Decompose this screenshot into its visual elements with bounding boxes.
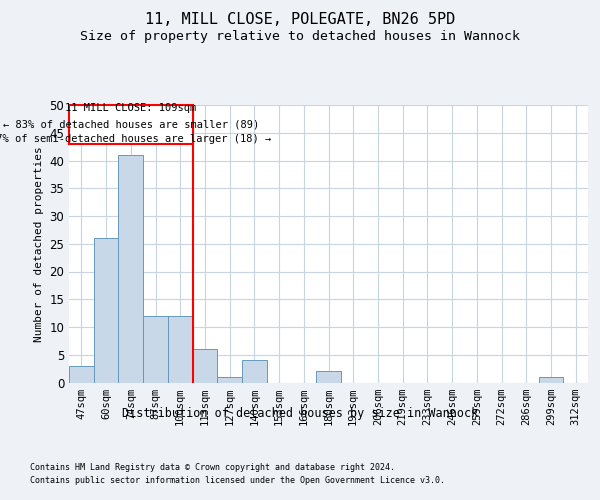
Bar — [539, 377, 563, 382]
Bar — [168, 316, 193, 382]
Bar — [143, 316, 168, 382]
Text: 17% of semi-detached houses are larger (18) →: 17% of semi-detached houses are larger (… — [0, 134, 271, 143]
FancyBboxPatch shape — [69, 105, 193, 144]
Bar — [94, 238, 118, 382]
Text: Contains HM Land Registry data © Crown copyright and database right 2024.: Contains HM Land Registry data © Crown c… — [30, 462, 395, 471]
Text: Distribution of detached houses by size in Wannock: Distribution of detached houses by size … — [122, 408, 478, 420]
Y-axis label: Number of detached properties: Number of detached properties — [34, 146, 44, 342]
Text: 11, MILL CLOSE, POLEGATE, BN26 5PD: 11, MILL CLOSE, POLEGATE, BN26 5PD — [145, 12, 455, 28]
Bar — [69, 366, 94, 382]
Bar — [242, 360, 267, 382]
Text: Size of property relative to detached houses in Wannock: Size of property relative to detached ho… — [80, 30, 520, 43]
Text: ← 83% of detached houses are smaller (89): ← 83% of detached houses are smaller (89… — [2, 120, 259, 130]
Bar — [193, 349, 217, 382]
Bar — [316, 372, 341, 382]
Text: Contains public sector information licensed under the Open Government Licence v3: Contains public sector information licen… — [30, 476, 445, 485]
Bar — [217, 377, 242, 382]
Text: 11 MILL CLOSE: 109sqm: 11 MILL CLOSE: 109sqm — [65, 102, 196, 113]
Bar — [118, 155, 143, 382]
